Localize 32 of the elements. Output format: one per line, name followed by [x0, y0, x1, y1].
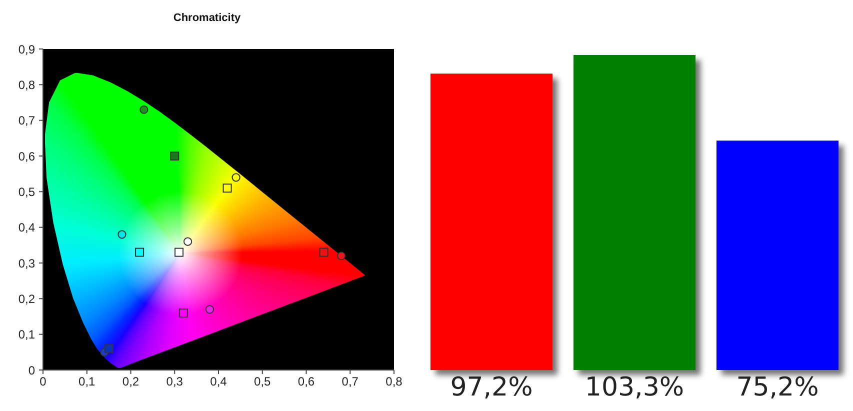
point [140, 105, 148, 114]
x-tick-label: 0,6 [298, 374, 315, 389]
y-tick-label: 0,6 [18, 149, 36, 164]
x-tick-label: 0 [40, 374, 47, 389]
chart-title: Chromaticity [173, 12, 241, 24]
x-tick-label: 0,1 [78, 374, 96, 389]
y-tick-label: 0,7 [18, 114, 36, 128]
data-label: 97,2% [450, 372, 533, 402]
data-label: 75,2% [736, 372, 819, 402]
x-tick-label: 0,4 [210, 374, 228, 389]
y-tick-label: 0,9 [18, 42, 36, 56]
x-tick-label: 0,7 [342, 374, 359, 389]
x-tick-label: 0,2 [122, 374, 140, 389]
x-tick-label: 0,8 [386, 374, 403, 389]
y-tick-label: 0,4 [18, 220, 36, 235]
y-tick-label: 0,3 [18, 256, 36, 270]
y-tick-label: 0,8 [18, 78, 36, 92]
point [178, 308, 188, 318]
y-tick-label: 0 [28, 363, 36, 378]
point [135, 248, 144, 257]
y-tick-label: 0,5 [18, 184, 36, 199]
point [319, 248, 328, 257]
x-tick-label: 0,5 [254, 374, 272, 389]
point [337, 252, 346, 260]
point [104, 344, 114, 354]
point [118, 230, 126, 239]
y-tick-label: 0,2 [18, 292, 36, 306]
y-tick-label: 0,1 [18, 328, 36, 342]
point [205, 305, 214, 314]
data-label: 103,3% [584, 372, 684, 402]
x-tick-label: 0,3 [166, 374, 184, 389]
point [170, 152, 180, 160]
